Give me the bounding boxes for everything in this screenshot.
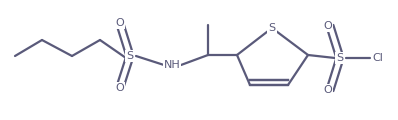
- Text: O: O: [324, 85, 332, 95]
- Text: S: S: [336, 53, 343, 63]
- Text: O: O: [324, 21, 332, 31]
- Text: S: S: [127, 51, 134, 61]
- Text: Cl: Cl: [373, 53, 383, 63]
- Text: O: O: [116, 18, 124, 28]
- Text: S: S: [268, 23, 275, 33]
- Text: O: O: [116, 83, 124, 93]
- Text: NH: NH: [164, 60, 180, 70]
